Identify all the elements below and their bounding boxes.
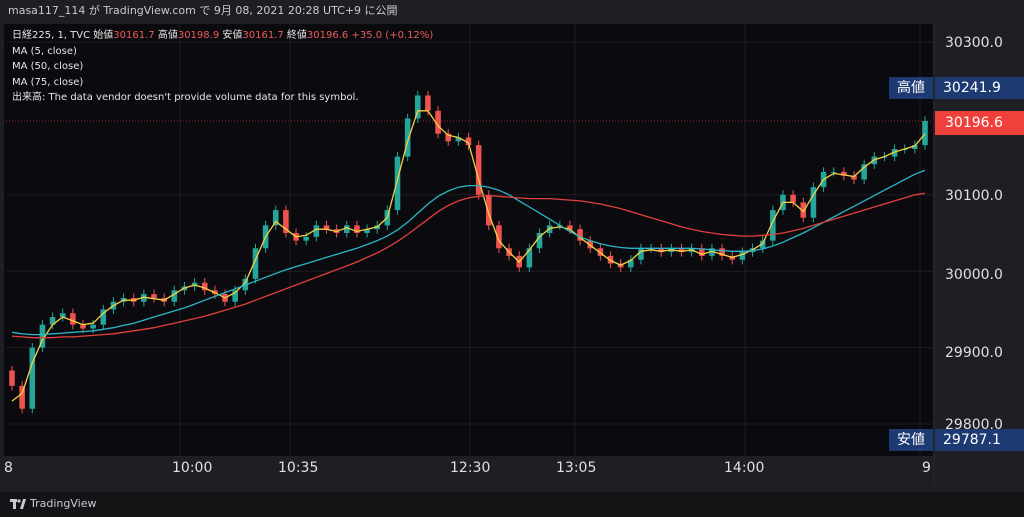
candle-body	[739, 252, 746, 260]
x-tick-label: 10:35	[278, 460, 319, 476]
candle-body	[709, 248, 715, 256]
candle-body	[922, 120, 928, 146]
legend-ma75[interactable]: MA (75, close)	[12, 76, 84, 88]
candle-body	[283, 210, 289, 233]
x-tick-label: 8	[4, 460, 13, 476]
candle-body	[425, 95, 431, 111]
publish-header: masa117_114 が TradingView.com で 9月 08, 2…	[0, 0, 1024, 22]
candle-body	[678, 248, 685, 253]
ohlc-line: 日経225, 1, TVC 始値30161.7 高値30198.9 安値3016…	[12, 30, 434, 41]
candle-body	[313, 225, 320, 237]
candle-body	[526, 248, 533, 268]
candle-body	[80, 324, 86, 329]
candle-body	[19, 385, 25, 409]
candle-body	[201, 282, 208, 291]
candle-body	[9, 370, 15, 386]
candle-body	[445, 133, 451, 142]
publish-info: masa117_114 が TradingView.com で 9月 08, 2…	[8, 4, 398, 17]
high-badge-label: 高値	[889, 77, 933, 99]
candle-body	[486, 194, 492, 226]
candle-body	[912, 145, 918, 149]
candle-body	[475, 145, 482, 195]
candle-body	[29, 347, 36, 409]
candle-body	[394, 156, 401, 211]
candle-body	[100, 309, 107, 325]
plot-area[interactable]	[4, 24, 933, 456]
y-tick-label: 30100.0	[945, 188, 1003, 204]
candle-body	[891, 148, 898, 157]
candle-body	[851, 175, 857, 180]
footer-brand: TradingView	[30, 497, 97, 510]
low-badge-value: 29787.1	[935, 429, 1024, 451]
x-tick-label: 10:00	[172, 460, 213, 476]
candle-body	[496, 225, 502, 249]
candle-body	[830, 171, 837, 173]
candle-body	[435, 110, 441, 134]
candle-body	[354, 225, 360, 233]
candle-body	[141, 294, 147, 302]
candle-body	[638, 248, 644, 260]
candle-body	[455, 137, 462, 142]
low-badge-label: 安値	[889, 429, 933, 451]
high-badge-value: 30241.9	[935, 77, 1024, 99]
candle-body	[90, 324, 96, 329]
tradingview-logo-icon	[10, 499, 26, 509]
candle-body	[232, 290, 238, 302]
last-price-badge: 30196.6	[935, 111, 1024, 135]
x-tick-label: 14:00	[724, 460, 765, 476]
x-tick-label: 9	[922, 460, 931, 476]
candle-body	[790, 194, 796, 203]
candle-body	[810, 187, 817, 218]
candle-body	[343, 225, 350, 233]
x-tick-label: 13:05	[556, 460, 597, 476]
ma75-line	[11, 192, 926, 339]
y-tick-label: 29900.0	[945, 345, 1003, 361]
candle-body	[70, 313, 76, 325]
candle-body	[39, 324, 46, 348]
legend-volume: 出来高: The data vendor doesn't provide vol…	[12, 92, 359, 103]
candle-body	[861, 164, 867, 180]
candle-body	[303, 236, 309, 241]
y-tick-label: 30000.0	[945, 267, 1003, 283]
candle-body	[658, 248, 665, 253]
candle-body	[465, 137, 472, 146]
legend-ma5[interactable]: MA (5, close)	[12, 45, 77, 57]
candle-body	[59, 313, 66, 318]
candle-body	[770, 210, 776, 241]
candle-body	[151, 294, 157, 298]
candle-body	[415, 95, 421, 119]
ma5-line	[11, 110, 926, 402]
candle-body	[628, 259, 634, 268]
candle-body	[536, 233, 543, 249]
candle-body	[577, 229, 583, 241]
candle-body	[364, 229, 370, 233]
candle-body	[841, 171, 847, 176]
candle-body	[719, 248, 725, 256]
candle-body	[567, 225, 573, 230]
y-tick-label: 30300.0	[945, 35, 1003, 51]
footer: TradingView	[0, 492, 1024, 517]
candle-body	[699, 248, 705, 256]
candle-body	[323, 225, 330, 230]
time-axis[interactable]	[4, 456, 933, 486]
ma50-line	[11, 169, 926, 336]
x-tick-label: 12:30	[450, 460, 491, 476]
chart-legend: 日経225, 1, TVC 始値30161.7 高値30198.9 安値3016…	[12, 28, 433, 106]
candle-body	[404, 118, 411, 157]
legend-ma50[interactable]: MA (50, close)	[12, 61, 84, 72]
candle-body	[171, 290, 178, 302]
candle-body	[252, 248, 259, 279]
candle-body	[49, 317, 56, 325]
candle-body	[800, 202, 807, 218]
candle-body	[272, 210, 279, 226]
